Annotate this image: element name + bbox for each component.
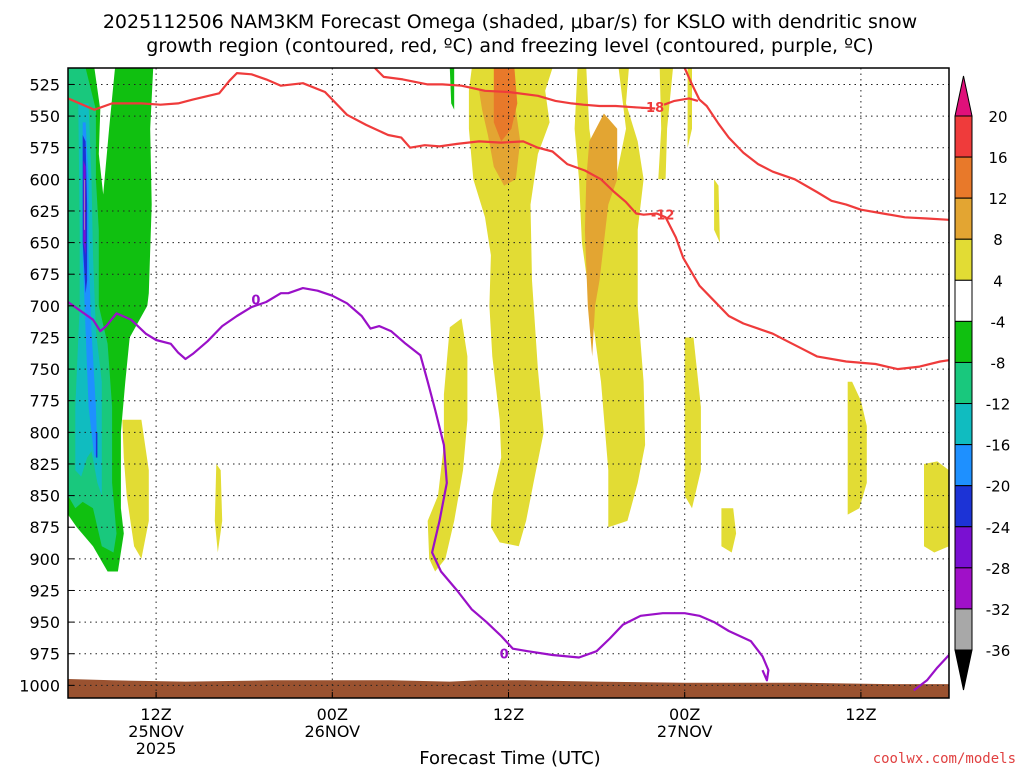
colorbar-top-arrow xyxy=(954,75,973,117)
colorbar-label-9: -20 xyxy=(986,478,1011,496)
omega-region-12 xyxy=(214,464,223,553)
colorbar-swatch-3 xyxy=(954,238,973,281)
y-tick-label-700: 700 xyxy=(29,297,60,316)
x-tick-label-2: 12Z xyxy=(493,705,524,724)
y-tick-label-725: 725 xyxy=(29,328,60,347)
omega-region-10 xyxy=(924,461,949,553)
contour-label-1: -12 xyxy=(651,209,675,224)
x-tick-label-1: 00Z xyxy=(317,705,348,724)
y-tick-label-1000: 1000 xyxy=(19,676,60,695)
colorbar-swatch-7 xyxy=(954,403,973,446)
y-tick-label-875: 875 xyxy=(29,518,60,537)
omega-region-15 xyxy=(493,68,518,142)
x-tick-date-0: 25NOV xyxy=(128,722,184,741)
colorbar-label-13: -36 xyxy=(986,642,1011,660)
y-tick-label-625: 625 xyxy=(29,202,60,221)
omega-region-25 xyxy=(68,679,949,698)
colorbar-swatch-8 xyxy=(954,444,973,487)
colorbar-label-10: -24 xyxy=(986,519,1011,537)
x-tick-date-3: 27NOV xyxy=(657,722,713,741)
omega-region-3 xyxy=(658,68,673,180)
dgz-contour-1 xyxy=(374,68,656,110)
colorbar-label-6: -8 xyxy=(991,354,1006,372)
colorbar-swatch-2 xyxy=(954,197,973,240)
y-tick-label-850: 850 xyxy=(29,487,60,506)
omega-region-6 xyxy=(684,337,701,509)
y-tick-label-550: 550 xyxy=(29,107,60,126)
dgz-contour-2 xyxy=(683,68,949,221)
omega-region-11 xyxy=(122,419,149,559)
y-tick-label-575: 575 xyxy=(29,139,60,158)
x-tick-year-0: 2025 xyxy=(136,739,177,758)
colorbar-swatch-9 xyxy=(954,485,973,528)
colorbar-label-3: 8 xyxy=(993,231,1003,249)
y-tick-label-675: 675 xyxy=(29,265,60,284)
y-tick-label-600: 600 xyxy=(29,170,60,189)
y-tick-label-950: 950 xyxy=(29,613,60,632)
colorbar-bottom-arrow xyxy=(954,649,973,691)
y-axis: 525 550 575 600 625 650 675 700 725 750 775 800 825 8… xyxy=(19,75,74,695)
colorbar-swatch-12 xyxy=(954,608,973,651)
omega-region-8 xyxy=(721,508,737,553)
y-tick-label-825: 825 xyxy=(29,455,60,474)
freezing-contour-0 xyxy=(68,287,770,682)
x-tick-date-1: 26NOV xyxy=(305,722,361,741)
colorbar-label-4: 4 xyxy=(993,272,1003,290)
x-tick-label-4: 12Z xyxy=(845,705,876,724)
colorbar-label-7: -12 xyxy=(986,396,1011,414)
colorbar-swatch-5 xyxy=(954,320,973,363)
x-tick-label-3: 00Z xyxy=(669,705,700,724)
omega-region-4 xyxy=(687,68,692,148)
y-tick-label-750: 750 xyxy=(29,360,60,379)
dgz-contour-0 xyxy=(68,71,949,371)
x-tick-label-0: 12Z xyxy=(140,705,171,724)
contour-label-0: -18 xyxy=(641,101,665,116)
colorbar-swatch-10 xyxy=(954,526,973,569)
colorbar-swatch-0 xyxy=(954,115,973,158)
omega-region-9 xyxy=(847,381,867,515)
omega-region-5 xyxy=(427,318,468,572)
omega-region-24 xyxy=(95,432,98,458)
omega-region-17 xyxy=(449,68,455,110)
x-axis-label: Forecast Time (UTC) xyxy=(419,748,600,768)
omega-region-23 xyxy=(84,179,85,230)
y-tick-label-800: 800 xyxy=(29,423,60,442)
colorbar-label-11: -28 xyxy=(986,560,1011,578)
contour-label-2: 0 xyxy=(251,294,260,309)
credit-text: coolwx.com/models xyxy=(873,751,1016,767)
colorbar-label-12: -32 xyxy=(986,601,1011,619)
omega-region-1 xyxy=(468,68,553,547)
y-tick-label-775: 775 xyxy=(29,392,60,411)
y-tick-label-525: 525 xyxy=(29,75,60,94)
colorbar-label-1: 16 xyxy=(988,149,1007,167)
y-tick-label-900: 900 xyxy=(29,550,60,569)
freezing-contour-1 xyxy=(913,654,949,692)
colorbar-swatch-4 xyxy=(954,279,973,322)
colorbar-swatch-1 xyxy=(954,156,973,199)
contour-labels: -18 -12 0 0 xyxy=(251,101,674,663)
y-tick-label-925: 925 xyxy=(29,581,60,600)
gridlines xyxy=(68,68,949,698)
chart-title-line-2: growth region (contoured, red, ºC) and f… xyxy=(146,35,873,57)
contour-lines xyxy=(68,68,949,692)
colorbar-label-0: 20 xyxy=(988,108,1007,126)
colorbar-label-2: 12 xyxy=(988,190,1007,208)
dgz-contour-3 xyxy=(663,97,699,106)
colorbar-label-5: -4 xyxy=(991,313,1006,331)
contour-label-3: 0 xyxy=(500,648,509,663)
y-tick-label-975: 975 xyxy=(29,645,60,664)
chart-title-line-1: 2025112506 NAM3KM Forecast Omega (shaded… xyxy=(103,11,917,33)
colorbar-swatch-11 xyxy=(954,567,973,610)
colorbar: 20 16 12 8 4 -4 -8 -12 -16 -20 -24 -28 -32 -36 xyxy=(954,75,1011,691)
colorbar-label-8: -16 xyxy=(986,437,1011,455)
y-tick-label-650: 650 xyxy=(29,234,60,253)
colorbar-swatch-6 xyxy=(954,361,973,405)
